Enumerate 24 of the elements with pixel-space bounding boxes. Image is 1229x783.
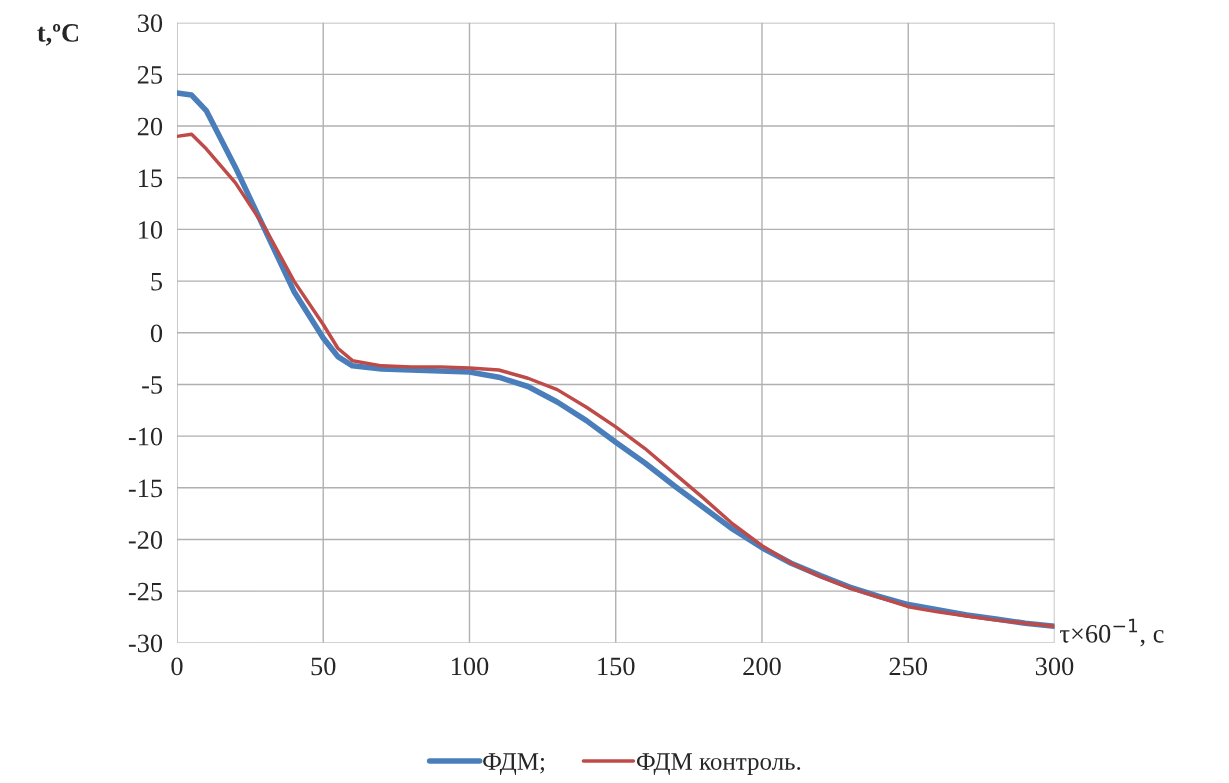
y-tick-label: 25 [137, 66, 163, 84]
y-tick-label: -5 [142, 376, 163, 394]
y-tick-label: 0 [150, 324, 163, 343]
y-tick-label: -20 [128, 531, 163, 549]
legend-label: ФДМ; [483, 753, 545, 775]
y-tick-label: 5 [151, 272, 163, 291]
x-tick-label: 100 [452, 657, 489, 676]
y-tick-label: 30 [137, 14, 163, 33]
y-tick-label: -10 [128, 427, 163, 446]
y-tick-label: 10 [139, 221, 163, 239]
x-tick-label: 300 [1035, 657, 1074, 676]
x-tick-label: 150 [598, 657, 635, 676]
x-tick-label: 250 [889, 657, 928, 676]
x-axis-title: τ×60$^{−1}$, с [1059, 618, 1164, 647]
y-tick-label: 20 [137, 117, 163, 136]
x-tick-label: 0 [171, 657, 183, 676]
y-tick-label: 15 [139, 169, 163, 188]
x-tick-label: 50 [311, 657, 336, 676]
y-tick-label: -15 [128, 479, 163, 498]
y-tick-label: -25 [128, 582, 163, 601]
y-axis-title: t,ºC [37, 24, 79, 46]
y-tick-label: -30 [128, 634, 163, 653]
x-tick-label: 200 [743, 657, 781, 676]
legend-label: ФДМ контроль. [636, 753, 801, 775]
